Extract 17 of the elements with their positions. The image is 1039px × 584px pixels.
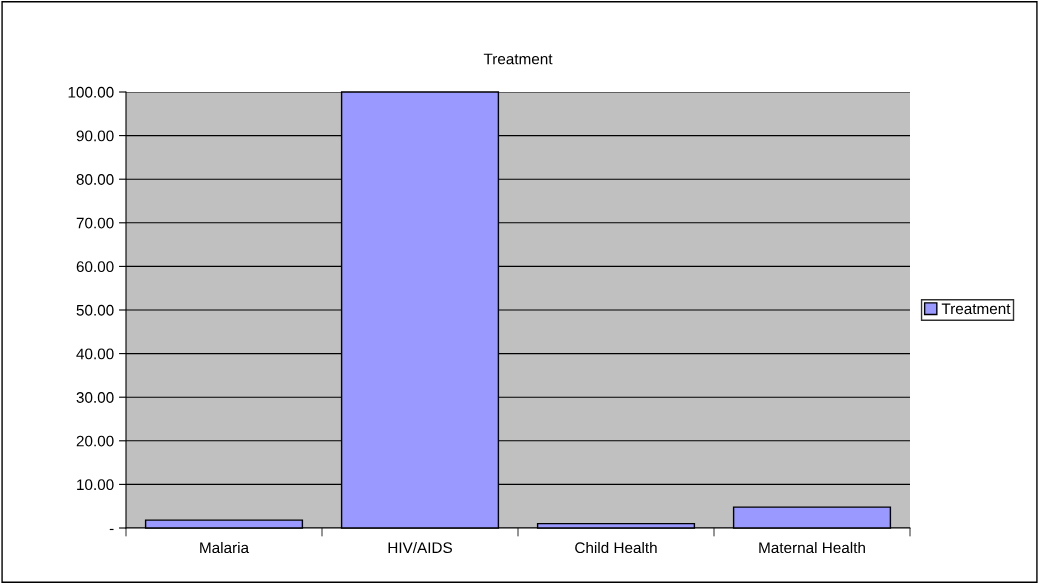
- y-tick-label: 80.00: [76, 174, 114, 185]
- y-tick-label: 100.00: [68, 86, 114, 98]
- y-tick-label: 20.00: [76, 435, 114, 447]
- y-tick-label: 40.00: [76, 348, 114, 360]
- y-tick-label: -: [109, 528, 114, 531]
- x-tick-label: Malaria: [200, 541, 250, 554]
- y-tick-label: 50.00: [76, 304, 114, 316]
- x-tick-label: Maternal Health: [759, 541, 865, 554]
- chart-title: Treatment: [483, 53, 553, 65]
- y-tick-label: 70.00: [76, 217, 114, 229]
- y-tick-label: 90.00: [76, 130, 114, 142]
- x-tick-label: Child Health: [575, 541, 657, 554]
- legend-label: Treatment: [941, 303, 1011, 315]
- x-tick-label: HIV/AIDS: [388, 541, 452, 554]
- y-tick-label: 10.00: [77, 479, 114, 491]
- y-tick-label: 30.00: [76, 392, 114, 403]
- y-tick-label: 60.00: [76, 261, 114, 273]
